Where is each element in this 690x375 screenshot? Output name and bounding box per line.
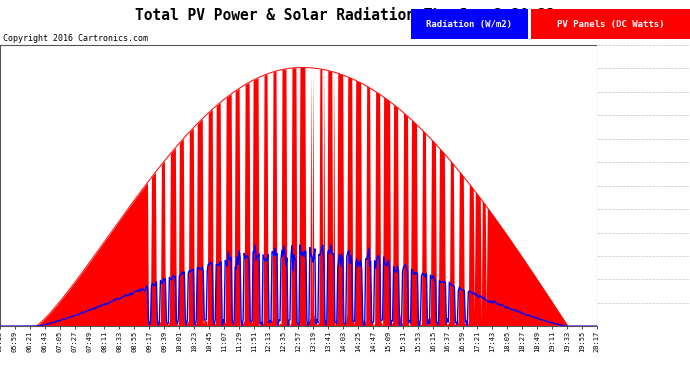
Text: Total PV Power & Solar Radiation Thu Jun 2 20:23: Total PV Power & Solar Radiation Thu Jun… <box>135 8 555 23</box>
Text: Radiation (W/m2): Radiation (W/m2) <box>426 20 512 29</box>
Text: Copyright 2016 Cartronics.com: Copyright 2016 Cartronics.com <box>3 34 148 43</box>
Bar <box>531 9 690 39</box>
Text: PV Panels (DC Watts): PV Panels (DC Watts) <box>557 20 664 29</box>
Bar <box>411 9 528 39</box>
